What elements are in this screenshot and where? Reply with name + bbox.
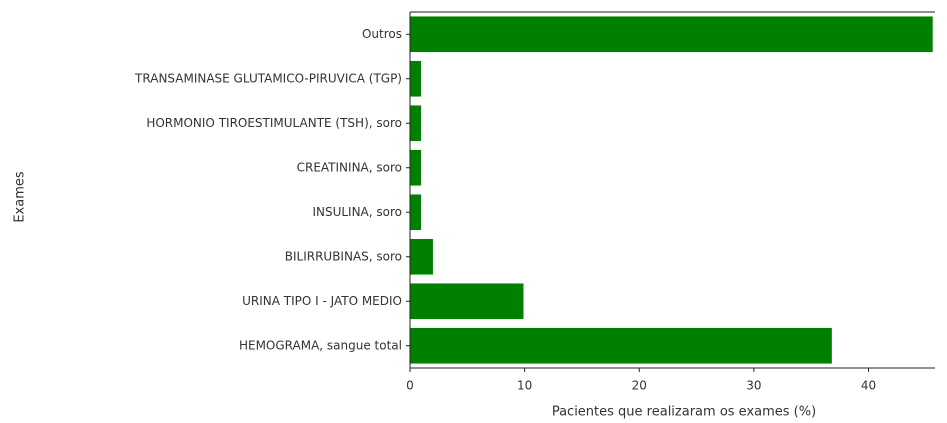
bar bbox=[410, 327, 832, 364]
bar bbox=[410, 283, 524, 320]
x-tick-label: 10 bbox=[517, 379, 532, 393]
bar bbox=[410, 60, 422, 97]
bar bbox=[410, 105, 422, 142]
y-tick-label: Outros bbox=[362, 27, 402, 41]
y-tick-label: CREATININA, soro bbox=[297, 160, 402, 174]
y-axis-label: Exames bbox=[13, 171, 28, 223]
x-tick-label: 0 bbox=[406, 379, 414, 393]
y-tick-label: TRANSAMINASE GLUTAMICO-PIRUVICA (TGP) bbox=[134, 71, 402, 85]
bar bbox=[410, 16, 933, 53]
y-tick-label: HORMONIO TIROESTIMULANTE (TSH), soro bbox=[146, 116, 402, 130]
bar bbox=[410, 194, 422, 231]
y-tick-label: URINA TIPO I - JATO MEDIO bbox=[242, 294, 402, 308]
y-tick-label: HEMOGRAMA, sangue total bbox=[239, 338, 402, 352]
x-tick-label: 20 bbox=[632, 379, 647, 393]
x-axis-label: Pacientes que realizaram os exames (%) bbox=[552, 405, 816, 420]
y-tick-label: BILIRRUBINAS, soro bbox=[285, 249, 402, 263]
bar bbox=[410, 238, 433, 275]
y-tick-label: INSULINA, soro bbox=[312, 205, 402, 219]
bar bbox=[410, 149, 422, 186]
x-tick-label: 40 bbox=[861, 379, 876, 393]
x-tick-label: 30 bbox=[746, 379, 761, 393]
